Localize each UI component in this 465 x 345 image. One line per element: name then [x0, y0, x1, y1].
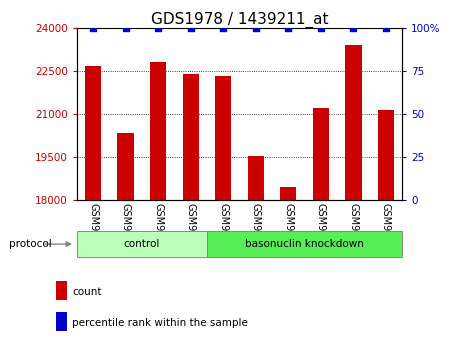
Text: basonuclin knockdown: basonuclin knockdown	[245, 239, 364, 249]
Bar	[77, 231, 207, 257]
Point	[382, 25, 390, 30]
Point	[252, 25, 259, 30]
Bar	[247, 156, 264, 200]
Bar	[345, 45, 361, 200]
Bar	[85, 66, 101, 200]
Point	[122, 25, 129, 30]
Title: GDS1978 / 1439211_at: GDS1978 / 1439211_at	[151, 11, 328, 28]
Bar	[215, 77, 231, 200]
Point	[350, 25, 357, 30]
Bar	[207, 231, 402, 257]
Bar	[150, 62, 166, 200]
Point	[154, 25, 162, 30]
Point	[317, 25, 325, 30]
Bar	[280, 187, 296, 200]
Point	[219, 25, 227, 30]
Text: percentile rank within the sample: percentile rank within the sample	[72, 318, 248, 327]
Text: protocol: protocol	[9, 239, 52, 249]
Text: control: control	[124, 239, 160, 249]
Bar	[182, 73, 199, 200]
Text: count: count	[72, 287, 101, 296]
Bar	[378, 110, 394, 200]
Bar	[117, 132, 133, 200]
Point	[285, 25, 292, 30]
Bar	[312, 108, 329, 200]
Point	[89, 25, 97, 30]
Point	[187, 25, 194, 30]
